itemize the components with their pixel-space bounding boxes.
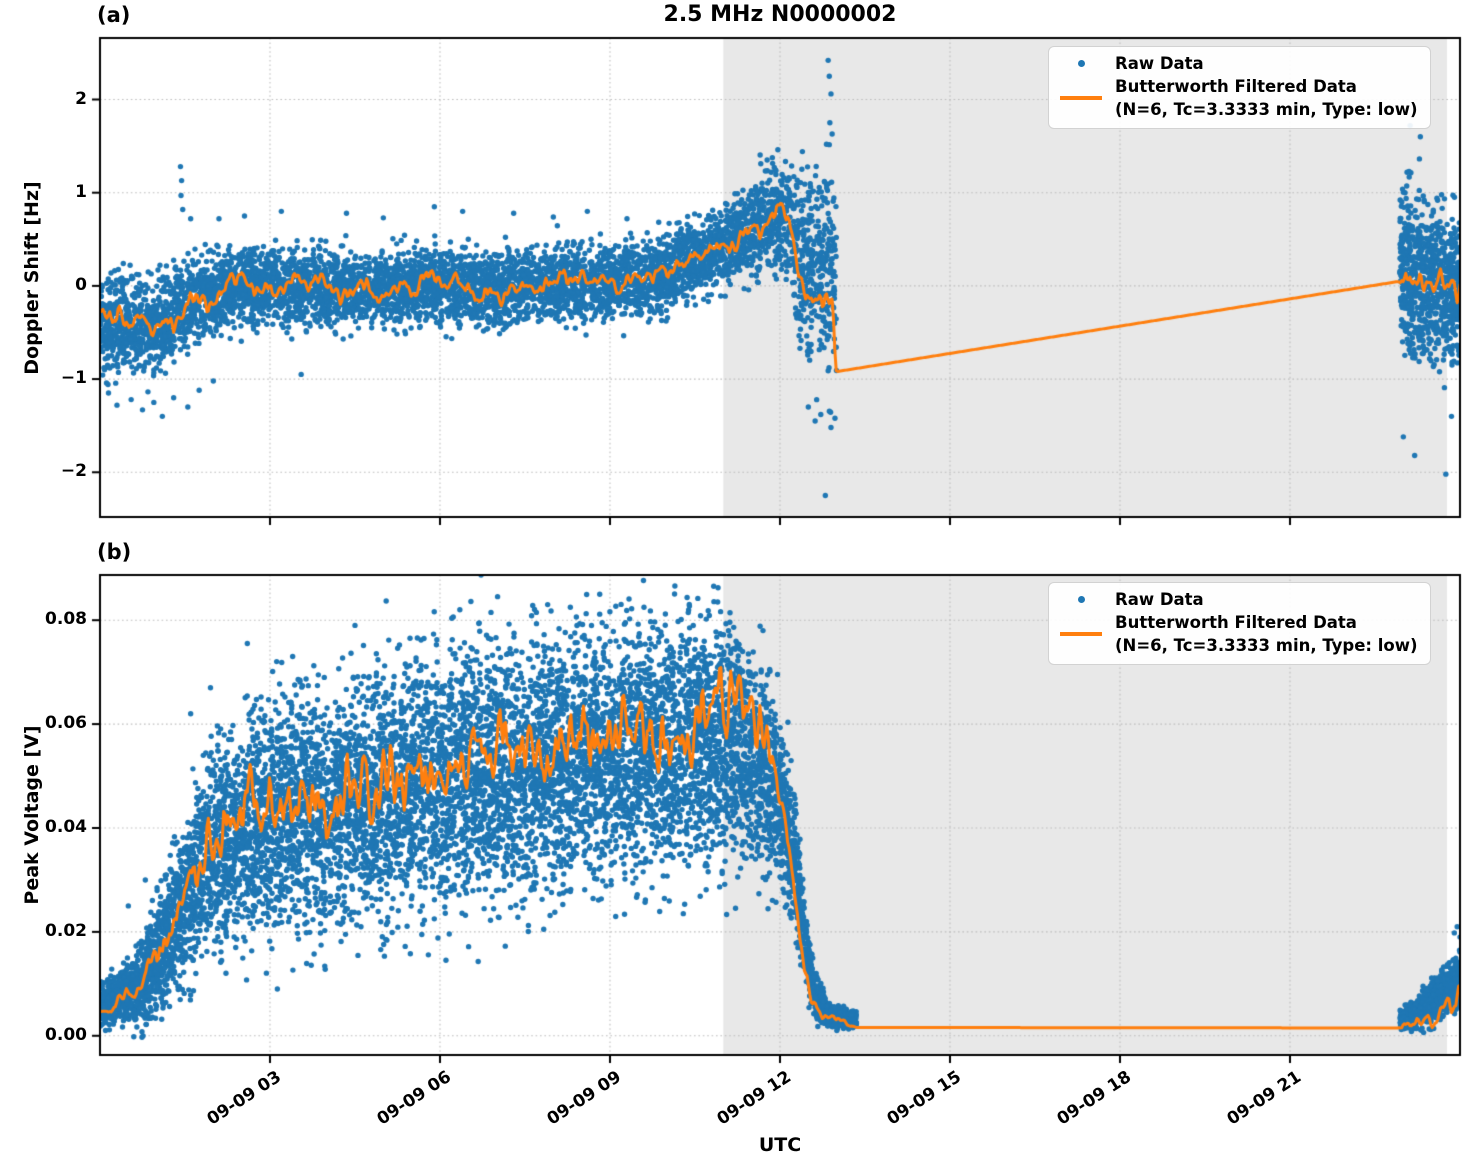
y-tick-label: −1	[60, 368, 87, 389]
raw-data-dot-marker	[1077, 596, 1085, 604]
legend-raw-data-label: Raw Data	[1115, 590, 1204, 609]
y-tick-label: 1	[75, 181, 87, 202]
figure-title: 2.5 MHz N0000002	[663, 2, 897, 27]
legend-entry-raw-data: Raw Data	[1057, 52, 1418, 75]
y-tick-label: −2	[60, 461, 87, 482]
legend-filtered-label: Butterworth Filtered Data	[1115, 613, 1357, 633]
legend-entry-raw-data: Raw Data	[1057, 588, 1418, 611]
legend-panel-a: Raw Data Butterworth Filtered Data (N=6,…	[1048, 46, 1431, 130]
legend-filtered-params: (N=6, Tc=3.3333 min, Type: low)	[1115, 636, 1418, 656]
legend-filtered-params: (N=6, Tc=3.3333 min, Type: low)	[1115, 100, 1418, 120]
y-tick-label: 2	[75, 88, 87, 109]
y-tick-label: 0.06	[45, 713, 87, 734]
legend-filtered-label: Butterworth Filtered Data	[1115, 77, 1357, 97]
filtered-line-marker	[1060, 632, 1102, 636]
legend-raw-data-label: Raw Data	[1115, 54, 1204, 73]
raw-data-dot-marker	[1077, 60, 1085, 68]
y-tick-label: 0.00	[45, 1024, 87, 1045]
panel-a-label: (a)	[97, 3, 131, 27]
legend-entry-filtered: Butterworth Filtered Data (N=6, Tc=3.333…	[1057, 611, 1418, 657]
y-tick-label: 0.08	[45, 609, 87, 630]
legend-entry-filtered: Butterworth Filtered Data (N=6, Tc=3.333…	[1057, 75, 1418, 121]
panel-b-label: (b)	[97, 540, 132, 564]
xlabel-utc: UTC	[758, 1134, 802, 1156]
legend-panel-b: Raw Data Butterworth Filtered Data (N=6,…	[1048, 582, 1431, 666]
y-tick-label: 0	[75, 274, 87, 295]
y-tick-label: 0.04	[45, 816, 87, 837]
filtered-line-marker	[1060, 96, 1102, 100]
ylabel-peak-voltage: Peak Voltage [V]	[21, 725, 43, 905]
y-tick-label: 0.02	[45, 920, 87, 941]
